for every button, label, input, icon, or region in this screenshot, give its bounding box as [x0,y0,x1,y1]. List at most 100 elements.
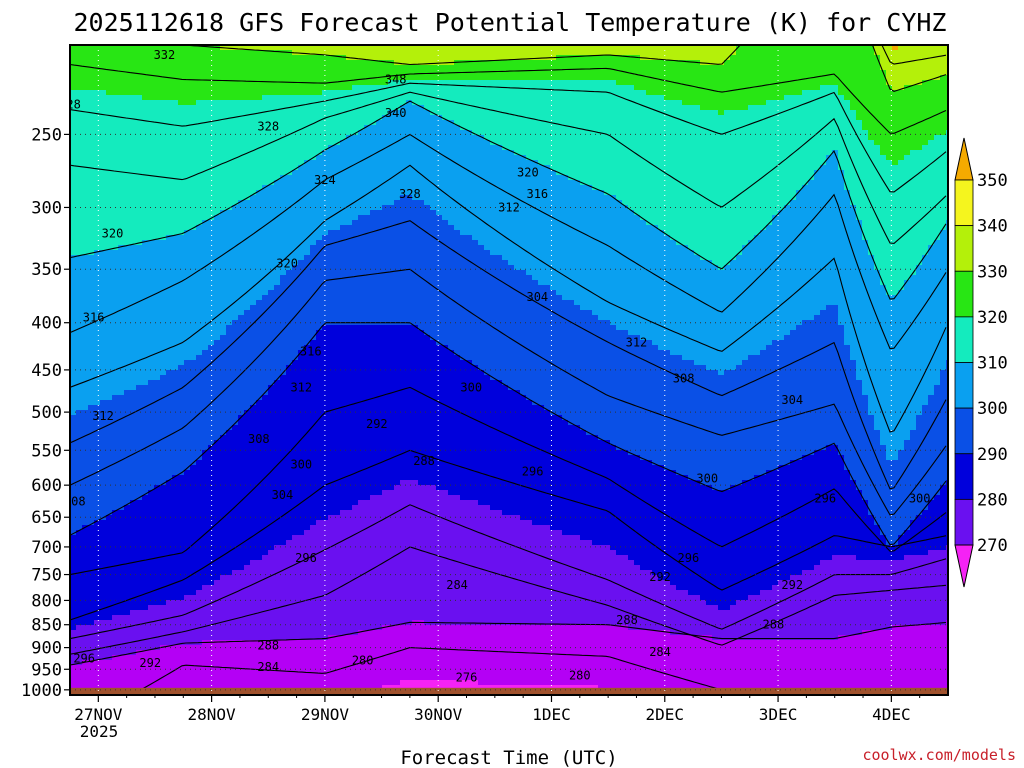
colorbar-label: 350 [977,171,1008,191]
contour-label: 304 [272,488,294,502]
y-tick-label: 850 [31,616,62,636]
x-tick-label: 2DEC [646,705,685,724]
x-tick-label: 1DEC [532,705,571,724]
colorbar-label: 310 [977,354,1008,374]
contour-label: 308 [248,432,270,446]
x-tick-label: 4DEC [872,705,911,724]
contour-340 [183,45,947,93]
contour-label: 320 [102,226,124,240]
contour-label: 308 [673,372,695,386]
contour-label: 300 [696,471,718,485]
y-tick-label: 400 [31,314,62,334]
y-tick-label: 500 [31,403,62,423]
contour-label: 292 [366,417,388,431]
contour-304 [70,268,947,516]
contour-292 [70,449,947,621]
contour-300 [70,322,947,546]
colorbar-segment [954,407,974,455]
contour-316 [70,133,947,350]
y-axis: 250 300 350 400 450 500 550 600 650 700 750 800 850 9… [21,125,70,701]
contour-label: 288 [257,638,279,652]
colorbar-segment [954,362,974,409]
y-tick-label: 250 [31,125,62,145]
contour-label: 304 [781,393,803,407]
y-tick-label: 900 [31,639,62,659]
contour-label: 316 [526,187,548,201]
contour-308 [70,220,947,490]
y-tick-label: 700 [31,538,62,558]
contour-label: 296 [814,491,836,505]
contour-label: 296 [678,551,700,565]
contour-label: 320 [517,166,539,180]
contour-label: 348 [385,73,407,87]
contour-288 [70,504,947,640]
contour-312 [70,164,947,433]
x-tick-label: 27NOV [74,705,123,724]
contour-label: 312 [290,380,312,394]
chart-title: 2025112618 GFS Forecast Potential Temper… [74,8,947,37]
contour-label: 284 [649,645,671,659]
contour-label: 292 [649,570,671,584]
colorbar-segment [954,498,974,546]
contour-label: 288 [616,613,638,627]
colorbar-segment [954,316,974,363]
contour-label: 280 [352,654,374,668]
contour-label: 300 [909,491,931,505]
contour-label: 312 [498,200,520,214]
contour-label: 288 [763,618,785,632]
contour-label: 328 [399,187,421,201]
colorbar-label: 290 [977,445,1008,465]
contour-label: 316 [83,311,105,325]
colorbar-extend-low [954,544,974,588]
contour-label: 296 [295,551,317,565]
contour-label: 328 [59,97,81,111]
colorbar-segment [954,270,974,318]
y-tick-label: 800 [31,591,62,611]
contour-label: 284 [446,578,468,592]
y-tick-label: 350 [31,260,62,280]
colorbar-label: 270 [977,536,1008,556]
colorbar-label: 340 [977,217,1008,237]
colorbar-label: 320 [977,308,1008,328]
contour-324 [70,91,947,244]
colorbar-segment [954,225,974,272]
contour-labels: 332 348 328 340 328 324 328 320 316 312 320 320 304 3… [59,48,931,685]
contour-320 [70,100,947,300]
y-tick-label: 950 [31,660,62,680]
contour-label: 292 [139,656,161,670]
contour-label: 332 [154,48,176,62]
contour-label: 312 [92,409,114,423]
contour-label: 324 [314,173,336,187]
contour-332 [70,63,947,134]
y-tick-label: 550 [31,441,62,461]
x-tick-label: 30NOV [414,705,463,724]
source-credit: coolwx.com/models [862,746,1016,764]
contour-label: 328 [257,119,279,133]
y-tick-label: 300 [31,198,62,218]
y-tick-label: 1000 [21,681,62,701]
contour-label: 276 [456,671,478,685]
y-tick-label: 600 [31,476,62,496]
contour-label: 300 [460,380,482,394]
contour-label: 300 [290,458,312,472]
colorbar-label: 300 [977,399,1008,419]
contour-284 [70,546,947,655]
contour-296 [70,386,947,576]
contour-label: 340 [385,106,407,120]
colorbar-segment [954,179,974,227]
plot-area [70,45,948,695]
contour-label: 280 [569,669,591,683]
y-tick-label: 450 [31,361,62,381]
colorbar: 350 340 330 320 310 300 290 280 270 [954,137,1008,588]
x-tick-label: 28NOV [188,705,237,724]
x-axis-year-label: 2025 [80,722,119,741]
colorbar-label: 330 [977,262,1008,282]
x-tick-label: 29NOV [301,705,350,724]
contour-328 [70,82,947,193]
terrain-band [70,687,948,695]
contour-label: 296 [73,652,95,666]
contour-label: 296 [522,465,544,479]
y-tick-label: 750 [31,566,62,586]
contour-label: 308 [64,495,86,509]
